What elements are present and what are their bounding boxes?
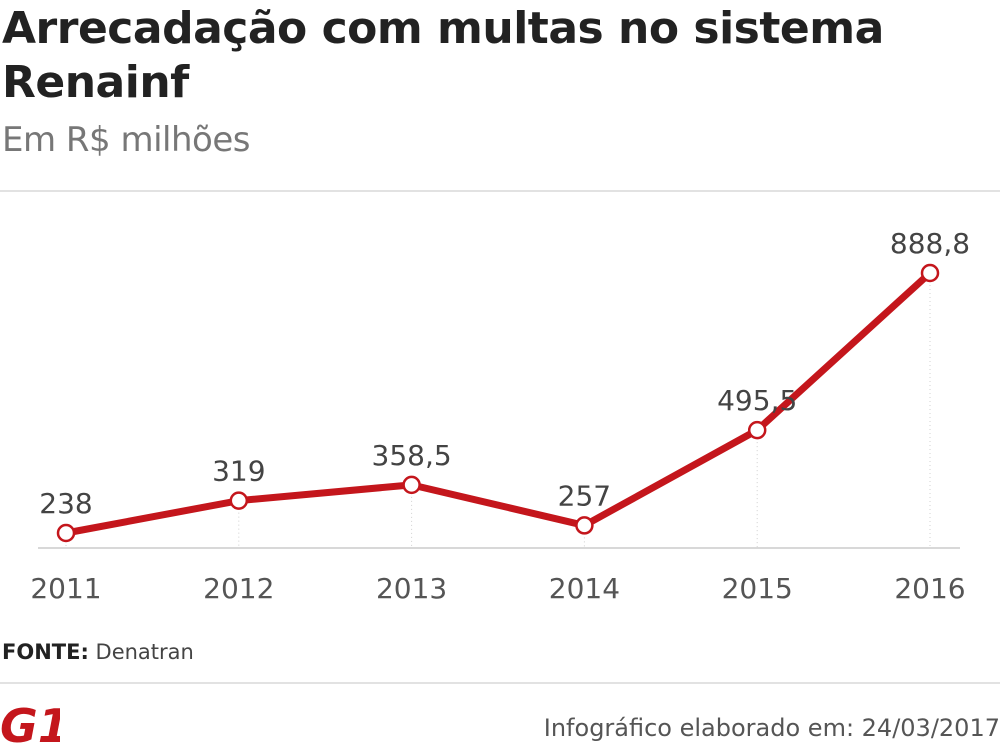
- chart-title: Arrecadação com multas no sistema Renain…: [2, 3, 884, 108]
- x-tick-label-2012: 2012: [203, 572, 274, 605]
- g1-logo-text: G1: [0, 700, 60, 748]
- data-label-2013: 358,5: [372, 439, 452, 472]
- data-label-2012: 319: [212, 455, 265, 488]
- data-point-2015: [747, 420, 767, 440]
- data-point-2011: [56, 523, 76, 543]
- source-note: FONTE: Denatran: [2, 640, 194, 664]
- infographic-credit: Infográfico elaborado em: 24/03/2017: [543, 714, 1000, 742]
- data-label-2014: 257: [558, 479, 611, 512]
- x-tick-label-2011: 2011: [30, 572, 101, 605]
- source-value: Denatran: [95, 640, 194, 664]
- chart-subtitle: Em R$ milhões: [2, 120, 250, 160]
- x-tick-label-2014: 2014: [549, 572, 620, 605]
- source-label: FONTE:: [2, 640, 89, 664]
- line-chart: 238 319 358,5 257 495,5 888,8 2011 2012 2013 2014…: [30, 227, 970, 605]
- data-point-2014: [575, 516, 594, 535]
- data-point-2016: [920, 263, 940, 283]
- x-tick-label-2015: 2015: [722, 572, 793, 605]
- top-divider: [0, 190, 1000, 192]
- x-tick-label-2016: 2016: [894, 572, 965, 605]
- data-point-2013: [402, 475, 421, 495]
- bottom-divider: [0, 682, 1000, 684]
- data-label-2011: 238: [39, 487, 92, 520]
- data-label-2015: 495,5: [717, 384, 797, 417]
- series-line-arrecadacao: [62, 269, 934, 537]
- data-point-2012: [229, 491, 249, 510]
- g1-logo: G1: [0, 700, 60, 748]
- data-label-2016: 888,8: [890, 227, 970, 260]
- x-tick-label-2013: 2013: [376, 572, 447, 605]
